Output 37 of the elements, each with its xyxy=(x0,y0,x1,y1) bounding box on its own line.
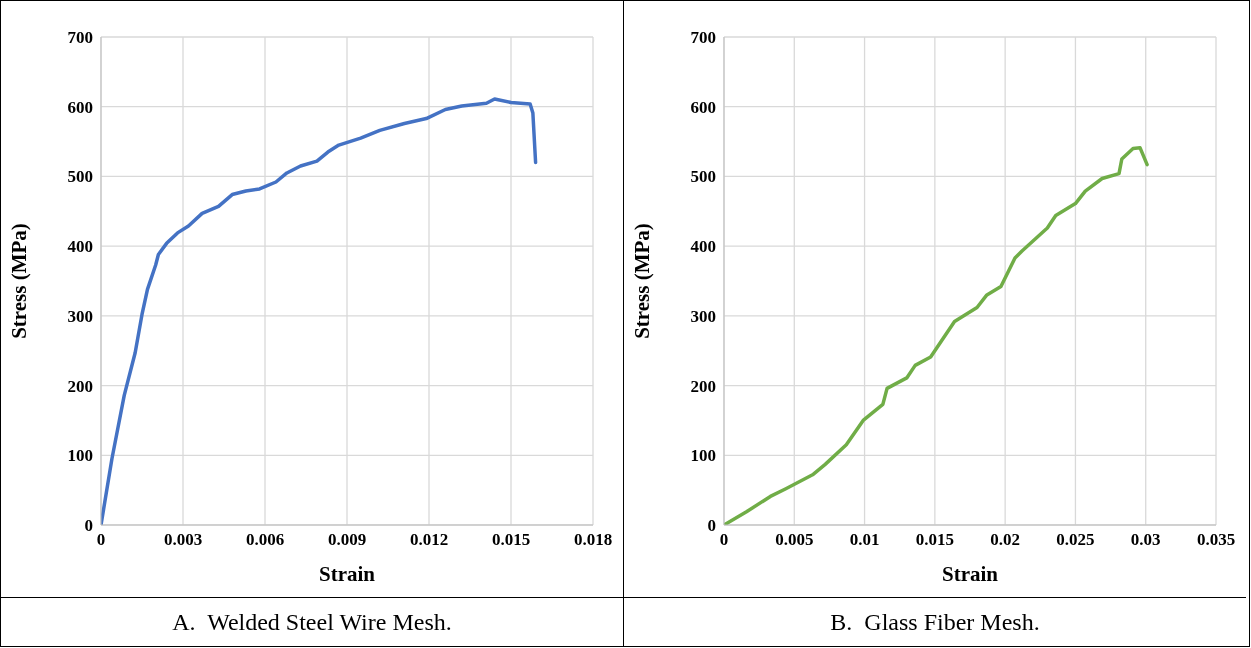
y-tick-label: 600 xyxy=(67,97,93,117)
x-axis-title: Strain xyxy=(941,562,999,586)
x-tick-label: 0.009 xyxy=(327,530,367,550)
y-tick-label: 700 xyxy=(690,28,716,48)
x-tick-label: 0.03 xyxy=(1130,530,1161,550)
y-tick-label: 400 xyxy=(690,237,716,257)
x-tick-label: 0.018 xyxy=(573,530,613,550)
x-tick-label: 0.02 xyxy=(990,530,1021,550)
y-tick-label: 100 xyxy=(67,446,93,466)
x-axis-title: Strain xyxy=(318,562,376,586)
x-tick-label: 0.035 xyxy=(1196,530,1236,550)
y-tick-label: 500 xyxy=(690,167,716,187)
text: B. Glass Fiber Mesh. xyxy=(829,607,1041,637)
y-tick-label: 0 xyxy=(707,516,716,536)
text: A. Welded Steel Wire Mesh. xyxy=(171,607,453,637)
y-axis-title: Stress (MPa) xyxy=(630,223,655,339)
y-tick-label: 200 xyxy=(690,376,716,396)
y-axis-title: Stress (MPa) xyxy=(7,223,32,339)
x-tick-label: 0 xyxy=(719,530,729,550)
y-tick-label: 300 xyxy=(690,306,716,326)
x-tick-label: 0.025 xyxy=(1056,530,1095,550)
y-tick-label: 400 xyxy=(67,237,93,257)
y-tick-label: 200 xyxy=(67,376,93,396)
y-tick-label: 600 xyxy=(690,97,716,117)
x-tick-label: 0.005 xyxy=(775,530,814,550)
y-tick-label: 300 xyxy=(67,306,93,326)
x-tick-label: 0.006 xyxy=(245,530,285,550)
x-tick-label: 0.01 xyxy=(849,530,880,550)
y-tick-label: 0 xyxy=(84,516,93,536)
x-tick-label: 0.003 xyxy=(163,530,203,550)
x-tick-label: 0.012 xyxy=(409,530,449,550)
x-tick-label: 0.015 xyxy=(915,530,954,550)
y-tick-label: 700 xyxy=(67,28,93,48)
y-tick-label: 100 xyxy=(690,446,716,466)
x-tick-label: 0 xyxy=(96,530,106,550)
x-tick-label: 0.015 xyxy=(491,530,531,550)
y-tick-label: 500 xyxy=(67,167,93,187)
